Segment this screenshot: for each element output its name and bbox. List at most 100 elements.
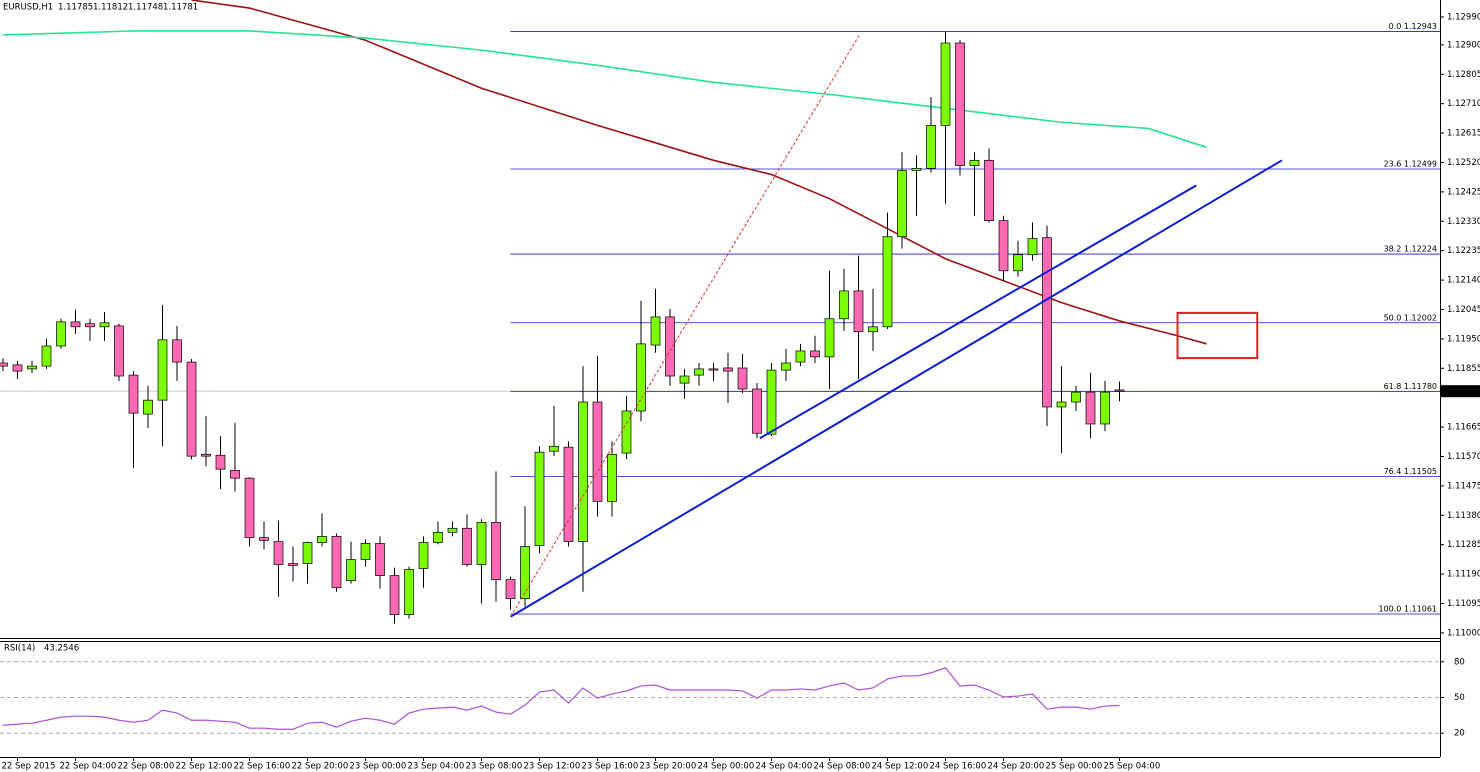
x-tick-label: 25 Sep 00:00 bbox=[1046, 762, 1103, 772]
candle-body bbox=[128, 374, 139, 414]
candle-body bbox=[27, 365, 37, 370]
candle-body bbox=[607, 453, 617, 502]
candle-body bbox=[1056, 401, 1067, 408]
candle-body bbox=[157, 339, 168, 401]
trendline bbox=[759, 184, 1197, 440]
candle-body bbox=[795, 350, 806, 363]
candle-body bbox=[99, 322, 110, 328]
candle-body bbox=[462, 527, 472, 565]
candle-body bbox=[911, 168, 922, 171]
candle-body bbox=[621, 410, 632, 454]
x-tick-label: 22 Sep 04:00 bbox=[60, 762, 117, 772]
y-tick-label: 1.12520 bbox=[1447, 158, 1480, 168]
rsi-tick-label: 80 bbox=[1454, 657, 1465, 667]
candle-body bbox=[708, 368, 719, 371]
highlight-box bbox=[1176, 311, 1259, 360]
fib-label: 23.6 1.12499 bbox=[1384, 159, 1437, 168]
candle-body bbox=[781, 362, 791, 371]
y-tick-label: 1.11855 bbox=[1447, 364, 1480, 374]
y-tick-label: 1.12805 bbox=[1447, 70, 1480, 80]
axes: 1.12990 1.12900 1.12805 1.12710 1.12615 1.125… bbox=[2, 13, 1480, 772]
candle-body bbox=[230, 470, 240, 479]
fib-label: 76.4 1.11505 bbox=[1384, 467, 1437, 476]
candle-body bbox=[12, 364, 23, 372]
candle-body bbox=[70, 321, 81, 328]
candle-body bbox=[534, 451, 545, 546]
candle-body bbox=[969, 159, 980, 166]
candle-body bbox=[360, 543, 371, 560]
header-high: 1.11812 bbox=[93, 3, 128, 13]
candle-body bbox=[766, 369, 777, 435]
candle-body bbox=[897, 170, 907, 238]
x-tick-label: 22 Sep 20:00 bbox=[292, 762, 349, 772]
candle-body bbox=[882, 236, 893, 328]
current-price-tag bbox=[1441, 385, 1480, 398]
x-tick-label: 22 Sep 16:00 bbox=[234, 762, 291, 772]
x-tick-label: 22 Sep 12:00 bbox=[176, 762, 233, 772]
candle-body bbox=[114, 325, 124, 377]
candle-body bbox=[215, 454, 226, 470]
y-tick-label: 1.12990 bbox=[1447, 13, 1480, 23]
candle-body bbox=[984, 159, 994, 222]
fib-label: 38.2 1.12224 bbox=[1384, 245, 1437, 254]
candle-body bbox=[346, 559, 356, 581]
candle-body bbox=[505, 579, 516, 599]
x-tick-label: 23 Sep 04:00 bbox=[408, 762, 465, 772]
candle-body bbox=[679, 375, 690, 384]
x-tick-label: 25 Sep 04:00 bbox=[1104, 762, 1161, 772]
candle-body bbox=[868, 326, 878, 333]
x-tick-label: 23 Sep 12:00 bbox=[524, 762, 581, 772]
candle-body bbox=[723, 367, 733, 372]
candle-body bbox=[0, 362, 8, 367]
candle-body bbox=[56, 321, 66, 347]
candle-body bbox=[389, 575, 400, 615]
candle-body bbox=[1013, 254, 1023, 272]
y-tick-label: 1.12425 bbox=[1447, 187, 1480, 197]
header-low: 1.11748 bbox=[128, 3, 163, 13]
y-tick-label: 1.12330 bbox=[1447, 217, 1480, 227]
x-tick-label: 24 Sep 16:00 bbox=[930, 762, 987, 772]
candle-body bbox=[737, 367, 748, 390]
candle-body bbox=[636, 343, 646, 412]
x-tick-label: 22 Sep 08:00 bbox=[118, 762, 175, 772]
y-tick-label: 1.12140 bbox=[1447, 276, 1480, 286]
candle-body bbox=[752, 388, 762, 434]
candle-body bbox=[563, 446, 574, 542]
header-open: 1.11785 bbox=[58, 3, 93, 13]
x-tick-label: 23 Sep 16:00 bbox=[582, 762, 639, 772]
x-tick-label: 24 Sep 04:00 bbox=[756, 762, 813, 772]
rsi-tick-label: 20 bbox=[1454, 729, 1465, 739]
candle-body bbox=[926, 124, 936, 169]
candle-body bbox=[186, 361, 197, 457]
x-tick-label: 23 Sep 00:00 bbox=[350, 762, 407, 772]
candle-body bbox=[447, 527, 458, 533]
trendline bbox=[510, 33, 861, 618]
y-tick-label: 1.11380 bbox=[1447, 511, 1480, 521]
candle-body bbox=[244, 477, 255, 538]
candle-body bbox=[810, 350, 820, 358]
candle-body bbox=[1100, 391, 1110, 425]
rsi-panel bbox=[0, 661, 1440, 734]
x-tick-label: 23 Sep 08:00 bbox=[466, 762, 523, 772]
symbol-title: EURUSD,H1 bbox=[3, 3, 53, 13]
candle-body bbox=[853, 290, 864, 333]
candle-body bbox=[1085, 391, 1096, 425]
candle-body bbox=[592, 401, 603, 502]
candle-body bbox=[172, 339, 182, 363]
rsi-title: RSI(14) bbox=[4, 644, 35, 654]
candle-body bbox=[1027, 238, 1038, 256]
y-tick-label: 1.11570 bbox=[1447, 452, 1480, 462]
candle-body bbox=[1114, 389, 1125, 392]
candle-body bbox=[201, 453, 211, 457]
candle-body bbox=[650, 316, 661, 346]
y-tick-label: 1.11095 bbox=[1447, 599, 1480, 609]
y-tick-label: 1.12710 bbox=[1447, 99, 1480, 109]
y-tick-label: 1.12900 bbox=[1447, 40, 1480, 50]
candle-body bbox=[288, 563, 298, 566]
moving-average bbox=[2, 30, 1207, 149]
y-tick-label: 1.12615 bbox=[1447, 129, 1480, 139]
rsi-line bbox=[2, 667, 1120, 730]
y-tick-label: 1.11665 bbox=[1447, 423, 1480, 433]
fib-label: 100.0 1.11061 bbox=[1378, 605, 1437, 614]
